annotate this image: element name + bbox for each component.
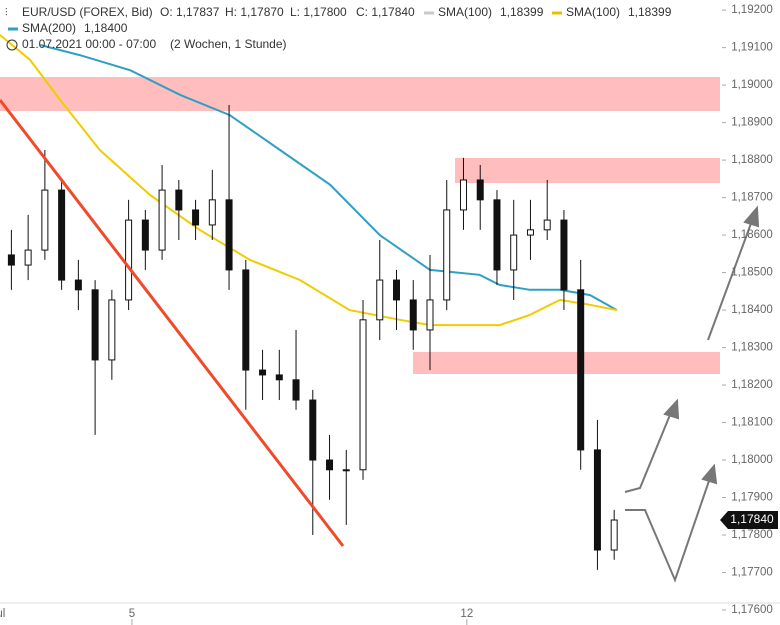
symbol: EUR/USD (FOREX, Bid): [22, 5, 153, 19]
candle-body: [577, 289, 585, 451]
legend-value: 1,18399: [628, 5, 672, 19]
candle-body: [359, 319, 367, 471]
sma-line: [0, 34, 618, 327]
candle-body: [393, 279, 401, 301]
candle-body: [543, 219, 551, 231]
plot: [0, 34, 618, 570]
ohlc-open: O: 1,17837: [160, 5, 220, 19]
y-tick-label: 1,17800: [731, 529, 773, 541]
y-tick-label: 1,17700: [731, 567, 773, 579]
candle-body: [259, 369, 267, 376]
candle-body: [493, 199, 501, 271]
arrow-head: [743, 205, 760, 228]
y-tick-label: 1,18300: [731, 342, 773, 354]
arrow: [624, 409, 673, 493]
clock-icon: [6, 39, 18, 51]
candle-body: [409, 299, 417, 331]
price-tag-label: 1,17840: [730, 512, 774, 526]
y-tick-label: 1,18200: [731, 379, 773, 391]
x-tick-label: 5: [129, 608, 135, 620]
candle-body: [225, 199, 233, 271]
arrow-head: [663, 398, 680, 420]
candle-body: [175, 189, 183, 211]
candle-body: [41, 189, 49, 251]
candle-body: [593, 449, 601, 551]
arrow: [707, 217, 754, 341]
candle-body: [24, 249, 32, 266]
price-tag: [720, 511, 778, 530]
candle-body: [426, 299, 434, 331]
y-tick-label: 1,18000: [731, 454, 773, 466]
bars-icon: ⫶: [5, 8, 8, 19]
candle-body: [510, 234, 518, 271]
candle-body: [342, 469, 350, 472]
candle-body: [476, 179, 484, 201]
y-tick-label: 1,18900: [731, 117, 773, 129]
arrow: [625, 474, 712, 583]
candle-body: [242, 269, 250, 371]
y-tick-label: 1,18600: [731, 229, 773, 241]
y-tick-label: 1,18100: [731, 417, 773, 429]
date-range: 01.07.2021 00:00 - 07:00: [22, 37, 156, 51]
axes: 1,17600 1,17700 1,17800 1,17900 1,18000 1,181…: [0, 4, 778, 625]
sma-line: [39, 44, 618, 311]
x-tick-label: 12: [460, 608, 473, 620]
candle-body: [91, 289, 99, 361]
legend-name: SMA(200): [22, 21, 76, 35]
y-tick-label: 1,18400: [731, 304, 773, 316]
candle-body: [376, 279, 384, 321]
candle-body: [275, 374, 283, 381]
x-tick-label: Jul: [0, 608, 5, 620]
zones: [0, 77, 720, 374]
arrow-head: [701, 463, 718, 485]
projection-arrows: [624, 205, 760, 583]
y-tick-label: 1,19000: [731, 79, 773, 91]
candle-body: [326, 459, 334, 471]
resistance-zone: [0, 77, 720, 111]
ohlc-high: H: 1,17870: [225, 5, 284, 19]
legend-value: 1,18399: [500, 5, 544, 19]
candle-body: [141, 219, 149, 251]
legend-value: 1,18400: [84, 21, 128, 35]
y-tick-label: 1,18700: [731, 192, 773, 204]
candle-body: [208, 199, 216, 226]
header: ⫶ EUR/USD (FOREX, Bid) O: 1,17837 H: 1,1…: [5, 5, 672, 51]
y-tick-label: 1,18800: [731, 154, 773, 166]
candle-body: [125, 219, 133, 301]
support-zone: [413, 352, 720, 374]
ohlc-low: L: 1,17800: [290, 5, 347, 19]
y-tick-label: 1,18500: [731, 267, 773, 279]
y-tick-label: 1,17900: [731, 492, 773, 504]
y-tick-label: 1,19100: [731, 42, 773, 54]
candle-body: [108, 299, 116, 361]
candle-body: [158, 189, 166, 251]
candle-body: [292, 379, 300, 401]
ohlc-close: C: 1,17840: [356, 5, 415, 19]
candle-body: [610, 519, 618, 551]
candle-body: [459, 179, 467, 211]
trend-line: [0, 99, 345, 547]
legend-name: SMA(100): [566, 5, 620, 19]
candle-body: [74, 279, 82, 291]
candle-body: [58, 189, 66, 281]
candle-body: [526, 229, 534, 236]
candle-body: [443, 209, 451, 301]
y-tick-label: 1,17600: [731, 604, 773, 616]
y-tick-label: 1,19200: [731, 4, 773, 16]
candle-body: [560, 219, 568, 291]
candle-body: [7, 254, 15, 266]
resistance-zone: [455, 158, 720, 183]
candle-body: [192, 209, 200, 226]
candle-body: [309, 399, 317, 461]
legend-name: SMA(100): [438, 5, 492, 19]
period: (2 Wochen, 1 Stunde): [170, 37, 287, 51]
